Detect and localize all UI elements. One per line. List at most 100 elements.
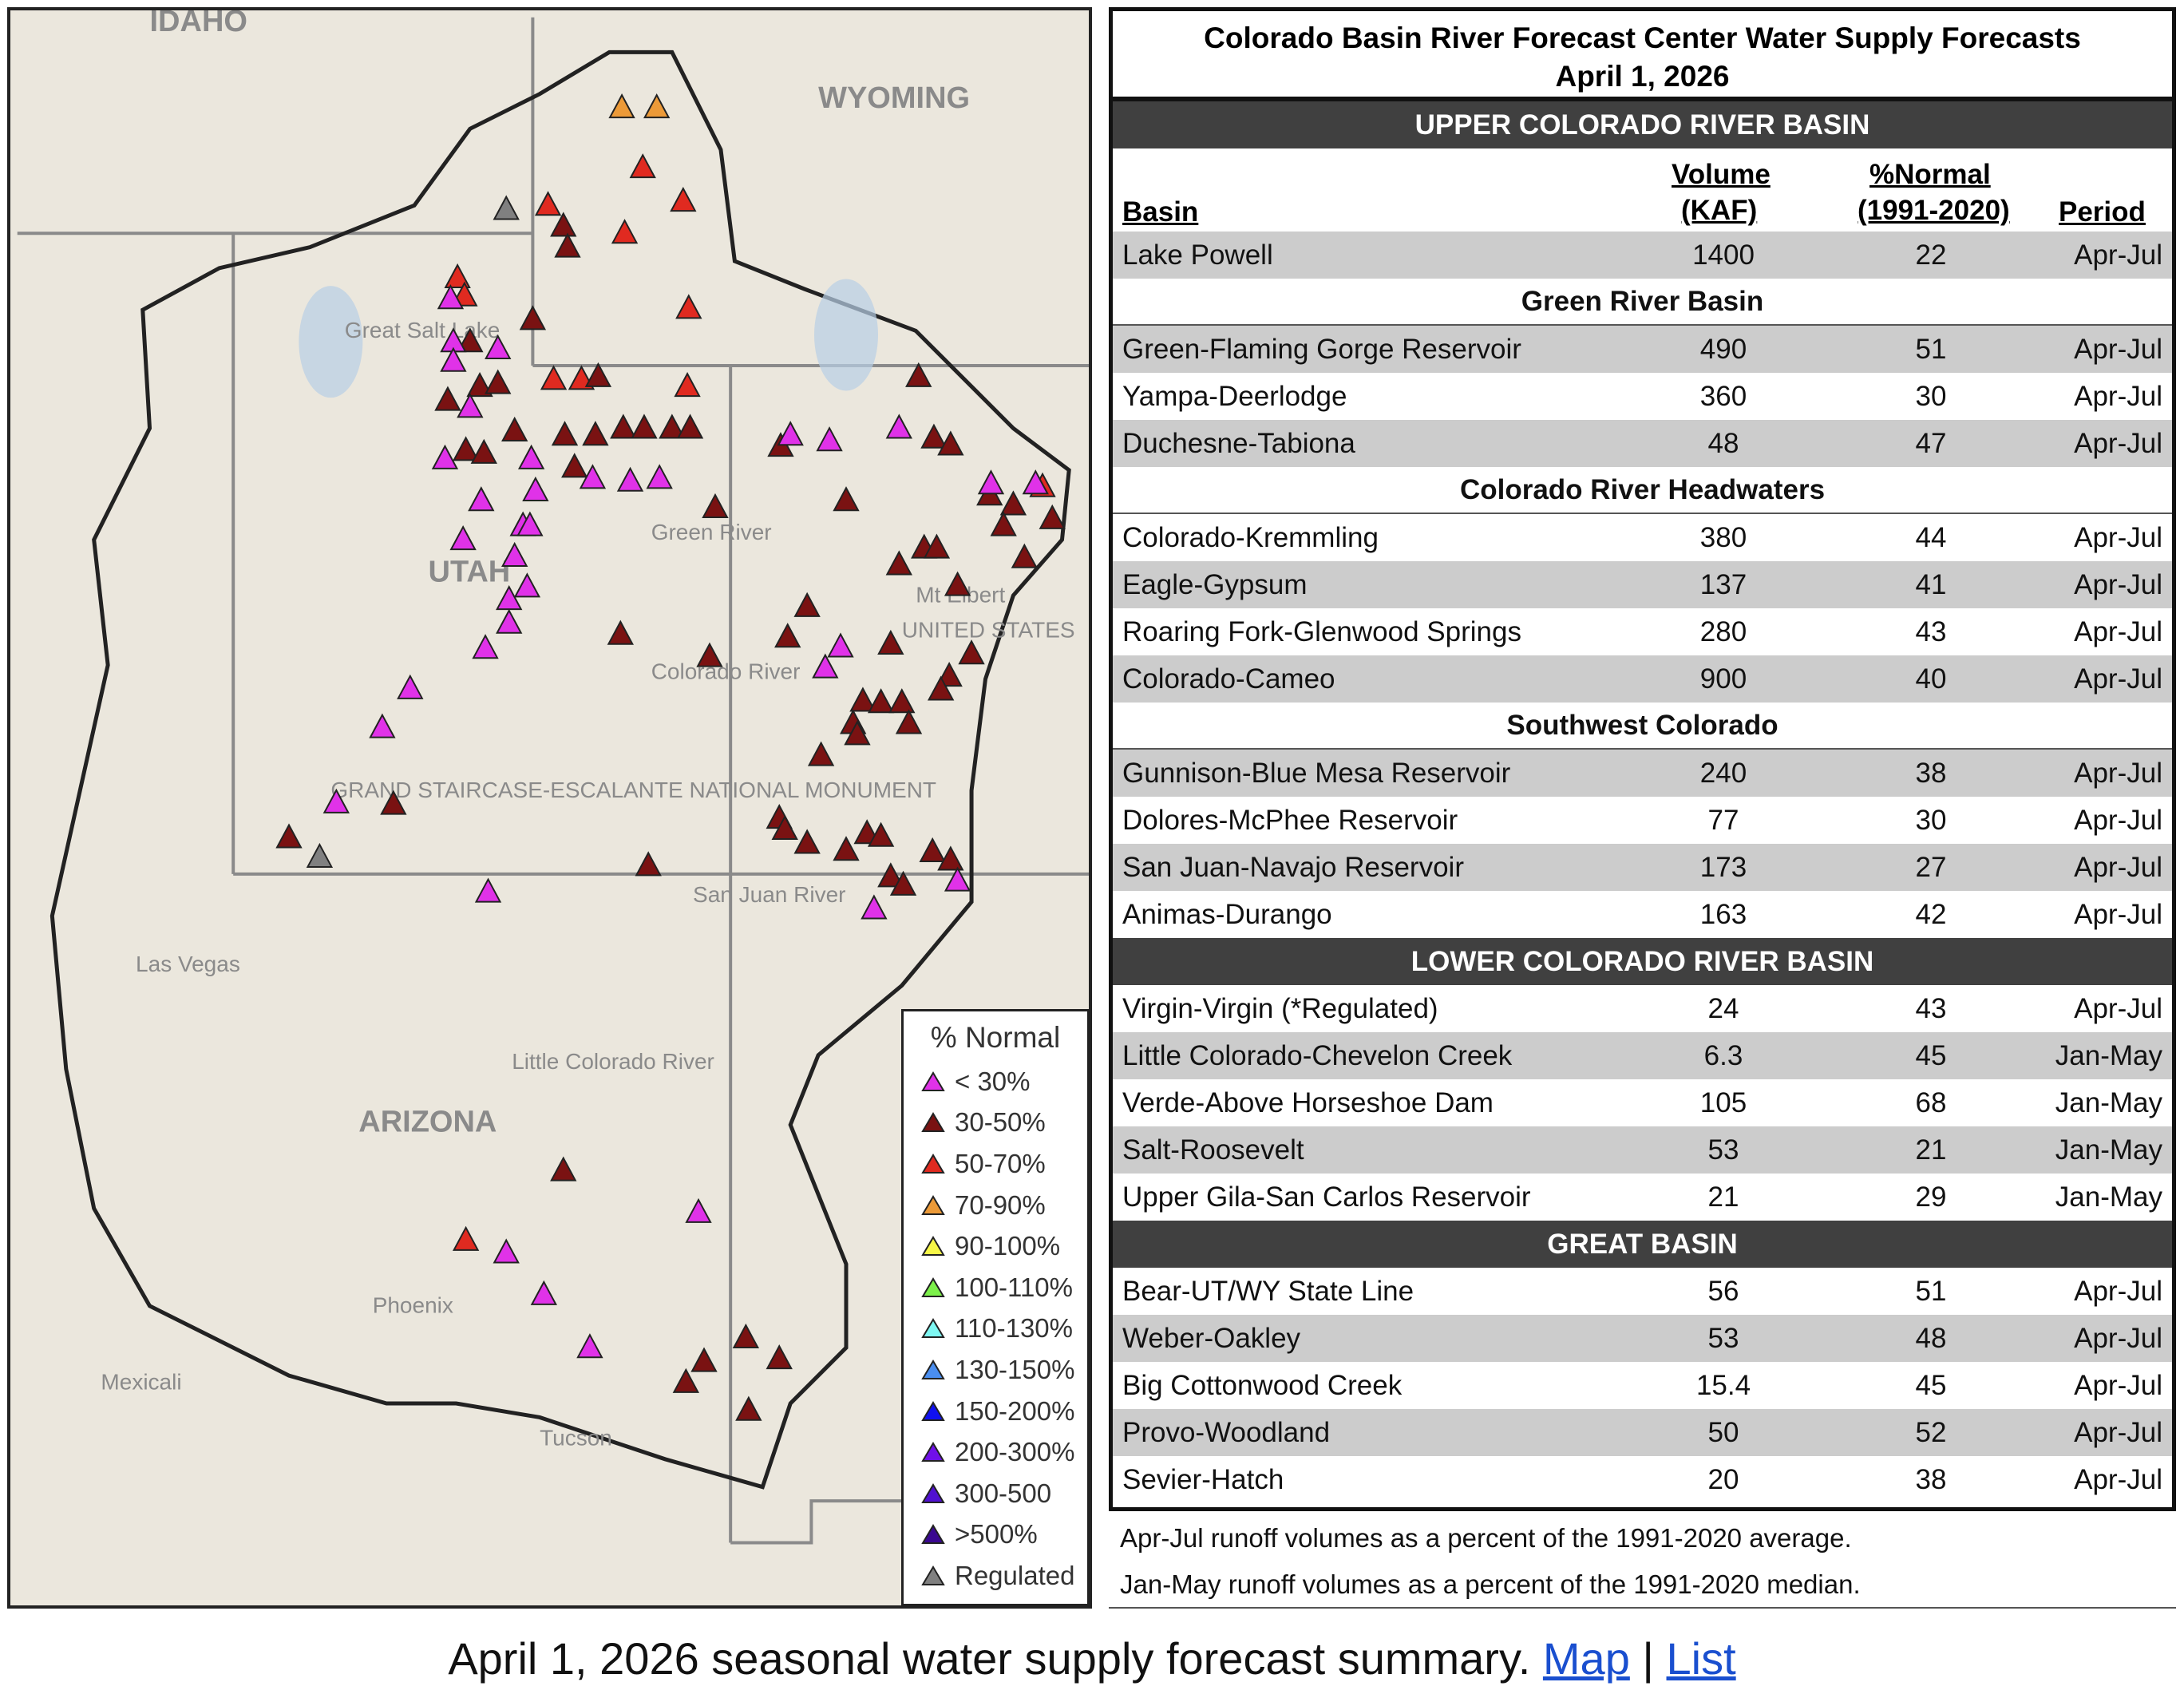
- forecast-point-triangle: [735, 1395, 762, 1421]
- percent-normal: 68: [1915, 1086, 1947, 1118]
- forecast-point-triangle: [816, 426, 843, 452]
- map-label: ARIZONA: [358, 1106, 497, 1139]
- forecast-point-triangle: [676, 414, 704, 439]
- forecast-point-triangle: [877, 629, 904, 655]
- forecast-map[interactable]: IDAHO WYOMING UTAH ARIZONA Great Salt Lake La…: [7, 7, 1092, 1609]
- forecast-point-triangle: [774, 623, 801, 648]
- forecast-point-triangle: [551, 421, 579, 446]
- forecast-point-triangle: [1022, 469, 1049, 495]
- percent-normal: 44: [1915, 521, 1947, 553]
- forecast-point-triangle: [470, 438, 497, 464]
- forecast-point-triangle: [690, 1347, 718, 1372]
- forecast-point-triangle: [457, 393, 484, 418]
- volume-value: 1400: [1692, 239, 1755, 271]
- forecast-point-triangle: [322, 788, 350, 813]
- forecast-point-triangle: [493, 1238, 520, 1264]
- table-row: Eagle-Gypsum 137 41 Apr-Jul: [1113, 561, 2172, 608]
- basin-name: Big Cottonwood Creek: [1122, 1369, 1403, 1401]
- volume-unit-header: (KAF): [1681, 195, 1758, 226]
- forecast-point-triangle: [944, 571, 971, 596]
- forecast-point-triangle: [937, 845, 964, 871]
- forecast-point-triangle: [771, 814, 798, 841]
- forecast-point-triangle: [434, 386, 461, 411]
- percent-normal: 45: [1915, 1039, 1947, 1071]
- legend-item: 110-130%: [904, 1308, 1087, 1350]
- forecast-point-triangle: [659, 414, 686, 439]
- forecast-period: Apr-Jul: [2074, 898, 2162, 930]
- forecast-point-triangle: [501, 541, 528, 568]
- forecast-point-triangle: [672, 1367, 699, 1393]
- section-header: UPPER COLORADO RIVER BASIN: [1113, 101, 2172, 148]
- forecast-point-triangle: [440, 346, 467, 372]
- legend-label: 150-200%: [955, 1395, 1075, 1426]
- forecast-period: Apr-Jul: [2074, 521, 2162, 553]
- percent-normal: 29: [1915, 1181, 1947, 1213]
- forecast-period: Apr-Jul: [2074, 663, 2162, 695]
- forecast-point-triangle: [306, 842, 334, 868]
- forecast-point-triangle: [561, 453, 588, 478]
- percent-normal: 22: [1915, 239, 1947, 271]
- table-row: Colorado-Cameo 900 40 Apr-Jul: [1113, 655, 2172, 703]
- forecast-point-triangle: [937, 430, 964, 456]
- legend-item: 70-90%: [904, 1185, 1087, 1226]
- forecast-point-triangle: [867, 821, 895, 847]
- note-apr-jul: Apr-Jul runoff volumes as a percent of t…: [1120, 1523, 1852, 1553]
- legend-label: 130-150%: [955, 1354, 1075, 1384]
- volume-value: 48: [1707, 427, 1739, 459]
- forecast-point-triangle: [889, 870, 917, 896]
- list-link[interactable]: List: [1666, 1633, 1736, 1684]
- forecast-point-triangle: [670, 186, 697, 212]
- forecast-period: Apr-Jul: [2074, 427, 2162, 459]
- forecast-point-triangle: [431, 444, 459, 469]
- basin-name: Little Colorado-Chevelon Creek: [1122, 1039, 1513, 1071]
- forecast-point-triangle: [977, 469, 1005, 495]
- percent-normal: 48: [1915, 1322, 1947, 1354]
- legend-label: < 30%: [955, 1066, 1031, 1096]
- map-label: Mexicali: [101, 1370, 181, 1395]
- basin-name: Weber-Oakley: [1122, 1322, 1301, 1354]
- percent-normal: 38: [1915, 1463, 1947, 1495]
- forecast-point-triangle: [877, 862, 904, 888]
- forecast-point-triangle: [452, 436, 480, 461]
- volume-value: 380: [1699, 521, 1747, 553]
- basin-name: Green-Flaming Gorge Reservoir: [1122, 333, 1521, 365]
- forecast-point-triangle: [616, 466, 644, 492]
- legend-item: 130-150%: [904, 1349, 1087, 1391]
- forecast-point-triangle: [888, 688, 916, 714]
- forecast-table: Colorado Basin River Forecast Center Wat…: [1109, 7, 2176, 1511]
- forecast-point-triangle: [516, 511, 544, 536]
- forecast-point-triangle: [519, 305, 547, 330]
- triangle-icon: [921, 1236, 945, 1257]
- triangle-icon: [921, 1071, 945, 1091]
- forecast-point-triangle: [501, 416, 528, 441]
- legend-item: >500%: [904, 1514, 1087, 1556]
- forecast-point-triangle: [732, 1323, 760, 1348]
- forecast-point-triangle: [611, 219, 639, 244]
- forecast-point-triangle: [485, 334, 512, 360]
- map-label: Great Salt Lake: [345, 318, 500, 342]
- forecast-point-triangle: [629, 153, 656, 179]
- map-label: UNITED STATES: [902, 617, 1075, 642]
- forecast-point-triangle: [608, 93, 635, 119]
- forecast-point-triangle: [1011, 543, 1039, 568]
- basin-name: Verde-Above Horseshoe Dam: [1122, 1086, 1494, 1118]
- forecast-point-triangle: [675, 294, 702, 319]
- forecast-point-triangle: [999, 490, 1027, 516]
- volume-value: 56: [1707, 1275, 1739, 1307]
- volume-value: 24: [1707, 992, 1739, 1024]
- volume-value: 490: [1699, 333, 1747, 365]
- subsection-header: Green River Basin: [1113, 279, 2172, 326]
- forecast-point-triangle: [1039, 504, 1066, 529]
- basin-header: Basin: [1122, 196, 1199, 228]
- legend-label: 50-70%: [955, 1148, 1046, 1178]
- basin-name: Bear-UT/WY State Line: [1122, 1275, 1414, 1307]
- forecast-point-triangle: [485, 369, 512, 394]
- map-label: GRAND STAIRCASE-ESCALANTE NATIONAL MONUM…: [330, 778, 936, 802]
- table-row: Animas-Durango 163 42 Apr-Jul: [1113, 891, 2172, 938]
- legend-label: 100-110%: [955, 1272, 1074, 1302]
- table-title-line1: Colorado Basin River Forecast Center Wat…: [1204, 22, 2081, 54]
- forecast-point-triangle: [550, 1156, 577, 1181]
- forecast-point-triangle: [513, 572, 541, 598]
- volume-value: 360: [1699, 380, 1747, 412]
- map-link[interactable]: Map: [1542, 1633, 1630, 1684]
